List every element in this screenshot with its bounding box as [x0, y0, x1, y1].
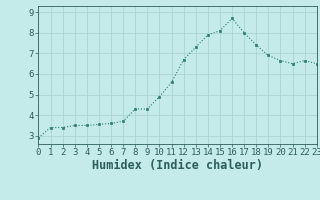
X-axis label: Humidex (Indice chaleur): Humidex (Indice chaleur) [92, 159, 263, 172]
